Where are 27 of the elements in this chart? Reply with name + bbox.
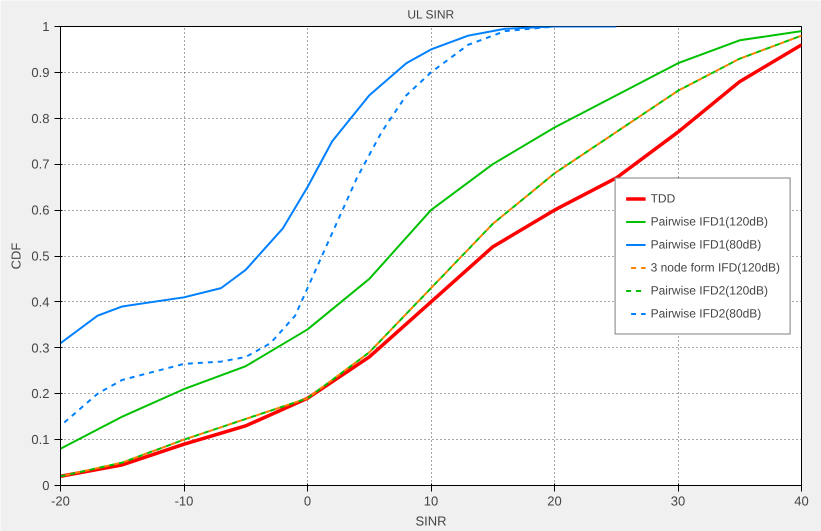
y-tick-label: 0.7 [31,156,50,172]
legend-label: Pairwise IFD1(80dB) [650,237,762,251]
y-tick-label: 0.9 [31,64,50,80]
legend-label: Pairwise IFD2(80dB) [650,306,762,320]
y-tick-label: 0 [42,478,50,493]
y-tick-label: 0.4 [31,294,50,310]
y-tick-label: 0.3 [31,340,50,356]
y-tick-label: 0.5 [31,248,50,264]
x-tick-label: 10 [424,494,438,508]
legend-label: TDD [650,191,676,205]
x-tick-label: 40 [794,494,809,508]
y-tick-label: 0.6 [31,202,50,218]
y-tick-label: 0.1 [31,432,50,448]
x-tick-label: 30 [670,494,686,508]
legend-label: 3 node form IFD(120dB) [650,260,780,274]
legend-label: Pairwise IFD2(120dB) [650,283,768,297]
y-axis-title: CDF [8,242,24,270]
chart-title: UL SINR [407,8,455,22]
y-tick-label: 0.8 [31,110,50,126]
y-tick-label: 1 [42,19,50,34]
y-tick-label: 0.2 [31,386,50,402]
x-tick-label: -20 [51,494,70,508]
x-tick-label: 20 [547,494,562,508]
legend-label: Pairwise IFD1(120dB) [650,214,768,228]
x-tick-label: -10 [174,494,194,508]
x-tick-label: 0 [304,494,312,508]
x-axis-title: SINR [415,514,447,528]
